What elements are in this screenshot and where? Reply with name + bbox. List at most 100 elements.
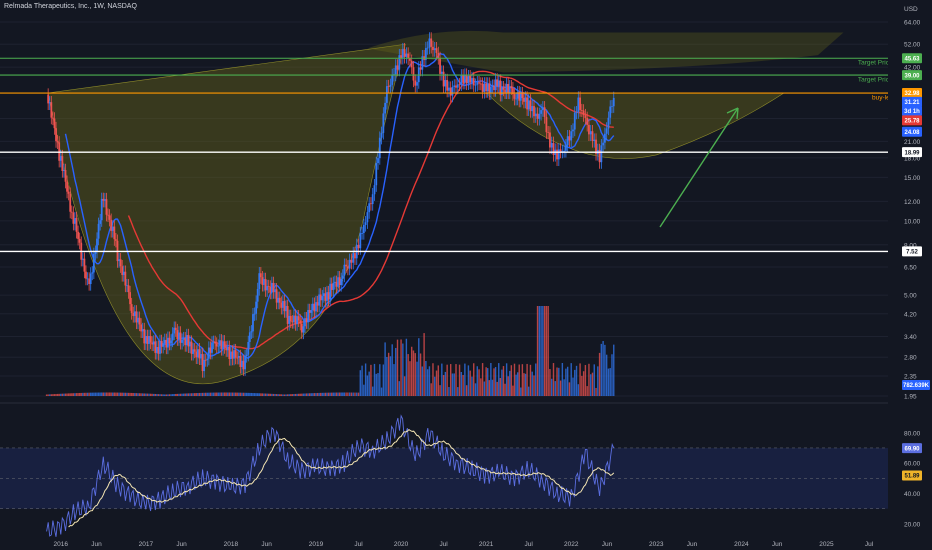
volume-bar [513, 363, 516, 396]
volume-bar [425, 360, 427, 396]
price-candle [384, 102, 387, 114]
volume-bar [91, 392, 93, 396]
price-candle [61, 156, 64, 171]
price-candle [350, 259, 353, 263]
price-candle [368, 203, 371, 213]
level-badge-background [902, 88, 922, 99]
price-candle [196, 349, 199, 358]
price-candle [494, 79, 497, 91]
price-candle [529, 100, 532, 112]
volume-bar [455, 364, 457, 396]
volume-bar [345, 392, 347, 396]
price-candle [398, 55, 401, 70]
price-candle [198, 349, 201, 359]
price-candle [286, 306, 289, 324]
y-tick-label: 15.00 [904, 175, 921, 182]
rsi-pane [0, 414, 888, 537]
volume-bar [305, 393, 308, 396]
volume-bar [584, 365, 587, 396]
x-tick-label: Jun [687, 541, 698, 548]
volume-bar [451, 373, 454, 396]
volume-bar [361, 365, 363, 396]
price-candle [275, 289, 278, 303]
price-candle [580, 110, 583, 111]
price-candle [449, 87, 452, 96]
price-candle [502, 87, 505, 90]
volume-bar [326, 392, 328, 396]
x-tick-label: 2022 [564, 541, 579, 548]
volume-bar [296, 393, 298, 396]
x-tick-label: 2021 [479, 541, 494, 548]
volume-bar [493, 368, 495, 396]
y-tick-label: 8.00 [904, 242, 917, 249]
volume-bar [263, 393, 265, 396]
price-candle [108, 215, 111, 220]
volume-bar [320, 392, 322, 396]
price-candle [304, 318, 306, 327]
price-candle [337, 277, 339, 287]
price-candle [51, 117, 54, 119]
volume-bar [364, 363, 367, 396]
price-candle [70, 211, 73, 213]
x-tick-label: Jun [772, 541, 783, 548]
volume-bar [480, 378, 482, 396]
volume-bar [116, 392, 119, 396]
volume-bar [269, 393, 272, 396]
price-candle [126, 285, 128, 287]
price-candle [442, 71, 445, 87]
price-candle [200, 354, 202, 359]
arrow-head [726, 107, 739, 120]
volume-bar [132, 392, 134, 396]
volume-bar [96, 392, 98, 396]
price-candle [105, 199, 108, 215]
price-candle [371, 194, 374, 205]
price-candle [226, 346, 229, 351]
volume-bar [416, 361, 418, 396]
price-candle [259, 273, 262, 278]
price-candle [483, 83, 486, 92]
volume-bar [512, 385, 514, 396]
price-candle [382, 113, 385, 133]
x-tick-label: 2024 [734, 541, 749, 548]
volume-bar [264, 393, 267, 396]
price-candle [230, 351, 232, 359]
level-badge-background [902, 147, 922, 158]
price-candle [184, 338, 187, 346]
volume-bar [307, 393, 309, 396]
volume-bar [556, 367, 558, 396]
price-candle [416, 82, 418, 86]
price-candle [100, 198, 103, 221]
volume-bar [60, 393, 62, 396]
price-candle [162, 343, 165, 347]
price-candle [570, 131, 573, 141]
volume-bar [462, 374, 464, 396]
volume-bar [533, 375, 535, 396]
price-candle [299, 320, 302, 324]
price-candle [575, 112, 578, 113]
price-candle [513, 94, 516, 99]
volume-bar [83, 392, 86, 396]
volume-bar [74, 393, 76, 396]
volume-bar [153, 393, 155, 396]
volume-bar [575, 365, 578, 396]
price-candle [187, 335, 190, 347]
price-candle [222, 341, 224, 349]
level-label: buy-level [872, 95, 899, 102]
price-candle [56, 141, 59, 143]
price-candle [313, 303, 316, 312]
y-tick-label: 1.95 [904, 394, 917, 401]
price-candle [432, 46, 434, 51]
price-candle [469, 76, 472, 83]
price-candle [67, 191, 70, 194]
price-candle [248, 332, 251, 342]
price-candle [446, 80, 449, 91]
volume-bar [205, 392, 207, 396]
price-candle [510, 86, 513, 89]
volume-bar [412, 350, 415, 396]
price-candle [250, 331, 253, 333]
price-candle [228, 346, 231, 359]
volume-bar [444, 371, 447, 396]
volume-bar [498, 363, 500, 396]
price-candle [255, 301, 258, 314]
